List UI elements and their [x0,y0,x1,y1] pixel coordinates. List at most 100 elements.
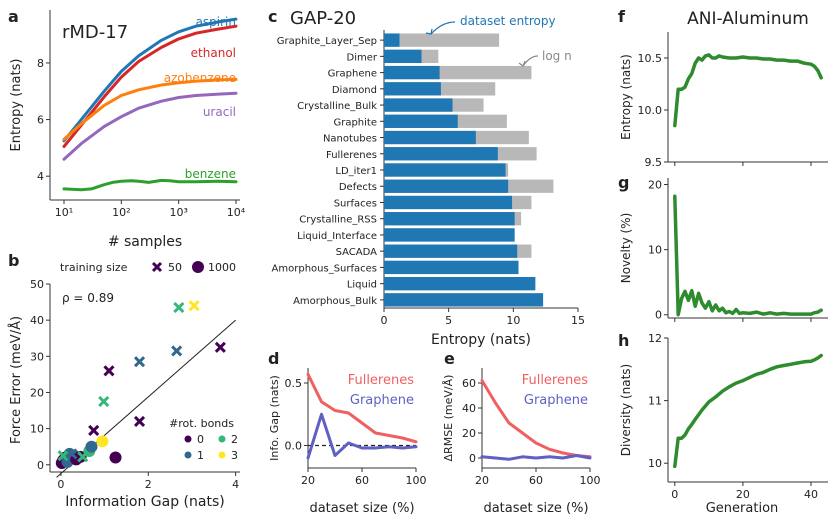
panel-b-ytick-label: 40 [30,314,44,327]
panel-a-label-azobenzene: azobenzene [164,71,236,85]
panel-c-title: GAP-20 [290,8,356,29]
panel-a-ylabel: Entropy (nats) [9,59,24,152]
panel-d-label-fullerenes: Fullerenes [348,373,415,388]
panel-a-line-uracil [62,91,238,161]
panel-d-line-fullerenes [306,372,418,444]
panel-b-legend-color-label: 0 [197,433,204,446]
panel-b-point-x-stroke [103,365,115,377]
panel-a-ytick-label: 4 [37,170,44,183]
panel-c-bar-entropy [384,244,518,258]
panel-c-category-label: Graphene [328,69,377,80]
panel-a-ytick-label: 6 [37,114,44,127]
panel-c-bar-entropy [384,114,458,128]
panel-e-xtick-label: 100 [580,474,601,487]
panel-e-ytick-label: 60 [462,377,476,390]
panel-a-xtick-label: 10² [112,206,130,219]
panel-d-label-graphene: Graphene [350,393,414,408]
panel-d-ylabel: Info. Gap (nats) [268,375,281,461]
panel-b-point-x-stroke [98,395,110,408]
panel-c-arrowhead-dataset-entropy [425,28,433,35]
panel-c-category-label: Defects [339,182,377,193]
panel-b-legend-size-title: training size [60,261,128,274]
panel-a-label-uracil: uracil [203,105,236,119]
panel-b-legend-color-label: 3 [231,449,238,462]
panel-h-xtick-label: 0 [671,488,678,501]
panel-c-bar-entropy [384,98,453,112]
panel-b-point-x-stroke [173,301,185,314]
panel-a-label-ethanol: ethanol [191,46,236,60]
panel-c-category-label: Amorphous_Bulk [293,296,377,307]
panel-h-xtick-label: 20 [736,488,750,501]
panel-c-category-label: Amorphous_Surfaces [272,263,377,274]
panel-g-ytick-label: 0 [655,309,662,322]
panel-letter-h: h [618,331,629,350]
panel-b-point-circle [96,435,109,448]
panel-a-xtick-label: 10¹ [55,206,73,219]
panel-c-category-label: Crystalline_Bulk [297,101,377,112]
panel-a-label-aspirin: aspirin [196,15,236,29]
panel-letter-c: c [268,7,277,26]
panel-e-ytick-label: 0 [469,452,476,465]
panel-b-xtick-label: 2 [145,478,152,491]
panel-b-ytick-label: 30 [30,350,44,363]
panel-c-category-label: Diamond [332,85,377,96]
panel-c-bar-entropy [384,82,441,96]
panel-b-legend-color-marker [218,451,226,459]
panel-c-bar-entropy [384,163,506,177]
panel-c-bar-entropy [384,293,544,307]
panel-h-xlabel: Generation [706,501,779,516]
panel-b-ytick-label: 20 [30,386,44,399]
panel-b-legend-color-marker [184,451,192,459]
panel-a-xtick-label: 10³ [169,206,187,219]
panel-letter-e: e [444,349,455,368]
panel-f-ytick-label: 10.5 [638,52,663,65]
panel-g-line-novelty [673,194,823,317]
panel-a-title: rMD-17 [62,22,128,43]
panel-d-line-graphene [306,412,418,460]
panel-b-legend-color-title: #rot. bonds [169,417,234,430]
panel-c-annotation-log-n: log n [542,49,572,63]
panel-e-line-fullerenes [480,379,592,459]
panel-b-legend-size-1000: 1000 [208,261,236,274]
panel-c-category-label: SACADA [336,247,378,258]
panel-letter-g: g [618,173,629,192]
panel-c-bar-entropy [384,49,422,64]
panel-d-ytick-label: 0.5 [285,377,303,390]
panel-e-xtick-label: 60 [529,474,543,487]
panel-c-category-label: Nanotubes [323,134,377,145]
panel-f-ytick-label: 9.5 [645,156,663,169]
panel-b-point-x-stroke [171,345,183,357]
panel-b-legend-size-x-marker [151,261,163,273]
panel-c-xtick-label: 15 [571,314,585,327]
panel-b-point-x-stroke [77,451,89,463]
panel-e-label-fullerenes: Fullerenes [522,373,589,388]
panel-b-legend-color-label: 2 [231,433,238,446]
panel-b-point-x-stroke [188,300,200,312]
panel-c-arrow-log-n [522,55,539,67]
panel-letter-b: b [8,251,19,270]
panel-e-label-graphene: Graphene [524,393,588,408]
panel-d-ytick-label: 0.0 [285,440,303,453]
panel-c-bar-entropy [384,179,509,193]
panel-c-category-label: Surfaces [334,198,377,209]
panel-b-rho-annotation: ρ = 0.89 [62,291,114,305]
panel-b-xtick-label: 0 [57,478,64,491]
panel-b-point-circle [74,450,87,463]
panel-c-category-label: LD_iter1 [335,166,377,177]
panel-c-bar-entropy [384,147,498,161]
panel-d-xlabel: dataset size (%) [309,501,414,516]
panel-f-ytick-label: 10.0 [638,104,663,117]
panel-h-ylabel: Diversity (nats) [619,364,633,456]
panel-c-xtick-label: 0 [381,314,388,327]
panel-f-ylabel: Entropy (nats) [619,54,633,140]
panel-b-point-x [57,450,69,462]
panel-b-point-x [133,415,146,427]
panel-g-ylabel: Novelty (%) [619,213,633,284]
panel-letter-d: d [268,349,279,368]
panel-d-xtick-label: 100 [406,474,427,487]
panel-b-point-x-stroke [88,424,100,436]
panel-c-bar-entropy [384,33,400,47]
panel-e-line-graphene [480,454,592,461]
panel-b-ytick-label: 50 [30,278,44,291]
